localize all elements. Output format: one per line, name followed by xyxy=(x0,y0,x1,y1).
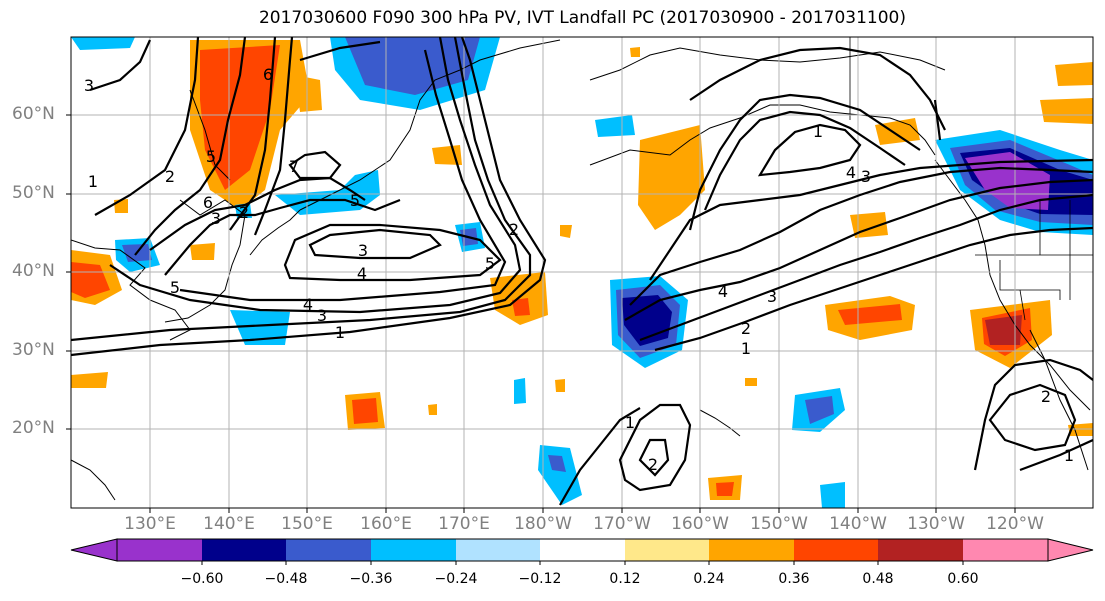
lon-label: 130°W xyxy=(907,514,965,534)
colorbar-tick-label: −0.36 xyxy=(349,571,393,587)
colorbar-tick-label: 0.48 xyxy=(862,571,894,587)
lat-label: 60°N xyxy=(12,104,55,124)
contour-label: 3 xyxy=(84,76,94,95)
lon-label: 160°E xyxy=(360,514,412,534)
lon-label: 130°E xyxy=(124,514,176,534)
colorbar-segment xyxy=(540,539,625,561)
contour-label: 4 xyxy=(357,264,367,283)
contour-label: 5 xyxy=(170,278,180,297)
contour-label: 1 xyxy=(335,323,345,342)
contour-label: 2 xyxy=(509,220,519,239)
colorbar-tick-label: −0.48 xyxy=(264,571,308,587)
contour-label: 5 xyxy=(206,147,216,166)
pv-contours xyxy=(71,37,1093,506)
lat-label: 40°N xyxy=(12,261,55,281)
contour-label: 3 xyxy=(317,306,327,325)
colorbar-segment xyxy=(963,539,1048,561)
coastlines xyxy=(71,39,1091,501)
axis-ticks xyxy=(66,114,1016,513)
contour-label: 1 xyxy=(625,413,635,432)
colorbar-tick-label: 0.36 xyxy=(778,571,810,587)
lon-label: 150°E xyxy=(281,514,333,534)
contour-label: 5 xyxy=(485,254,495,273)
colorbar-tick-label: 0.12 xyxy=(609,571,641,587)
contour-label: 4 xyxy=(303,295,313,314)
colorbar-segment xyxy=(878,539,963,561)
lon-label: 160°W xyxy=(671,514,729,534)
colorbar-segment xyxy=(625,539,709,561)
colorbar-tick-label: −0.60 xyxy=(180,571,224,587)
colorbar-tick-label: −0.12 xyxy=(518,571,562,587)
contour-label: 1 xyxy=(88,172,98,191)
lat-label: 50°N xyxy=(12,183,55,203)
lon-label: 120°W xyxy=(986,514,1044,534)
contour-label: 4 xyxy=(718,282,728,301)
colorbar-segment xyxy=(371,539,456,561)
colorbar-tick-label: 0.24 xyxy=(693,571,725,587)
lon-label: 170°E xyxy=(438,514,490,534)
map-title: 2017030600 F090 300 hPa PV, IVT Landfall… xyxy=(258,8,906,28)
colorbar-tick-label: 0.60 xyxy=(947,571,979,587)
lon-label: 140°W xyxy=(829,514,887,534)
contour-label: 2 xyxy=(741,319,751,338)
colorbar-segment xyxy=(456,539,540,561)
contour-label: 3 xyxy=(358,241,368,260)
lon-label: 150°W xyxy=(750,514,808,534)
colorbar-segment xyxy=(709,539,794,561)
contour-label: 1 xyxy=(813,122,823,141)
colorbar-min-arrow xyxy=(70,538,118,562)
lon-label: 170°W xyxy=(593,514,651,534)
colorbar-segment xyxy=(794,539,878,561)
colorbar-segment xyxy=(202,539,286,561)
lat-label: 20°N xyxy=(12,418,55,438)
colorbar-segment xyxy=(286,539,371,561)
contour-label: 2 xyxy=(648,455,658,474)
lon-label: 180°W xyxy=(514,514,572,534)
contour-label: 7 xyxy=(289,157,299,176)
colorbar xyxy=(70,538,1094,565)
contour-label: 3 xyxy=(767,287,777,306)
contour-label: 2 xyxy=(165,167,175,186)
contour-label: 1 xyxy=(1064,446,1074,465)
contour-label: 3 xyxy=(861,167,871,186)
colorbar-max-arrow xyxy=(1047,538,1094,562)
lat-label: 30°N xyxy=(12,340,55,360)
contour-labels: 3 1 2 6 5 7 6 5 3 5 3 4 5 2 2 4 3 4 3 1 … xyxy=(84,65,1074,474)
contour-label: 2 xyxy=(239,203,249,222)
colorbar-segment xyxy=(117,539,202,561)
contour-label: 5 xyxy=(350,191,360,210)
contour-label: 6 xyxy=(263,65,273,84)
contour-label: 4 xyxy=(846,163,856,182)
contour-label: 3 xyxy=(211,209,221,228)
contour-label: 6 xyxy=(203,193,213,212)
contour-label: 2 xyxy=(1041,387,1051,406)
colorbar-tick-label: −0.24 xyxy=(434,571,478,587)
contour-label: 1 xyxy=(741,339,751,358)
positive-anomaly-shading xyxy=(71,40,1093,500)
lon-label: 140°E xyxy=(203,514,255,534)
colorbar-border xyxy=(116,538,1049,562)
